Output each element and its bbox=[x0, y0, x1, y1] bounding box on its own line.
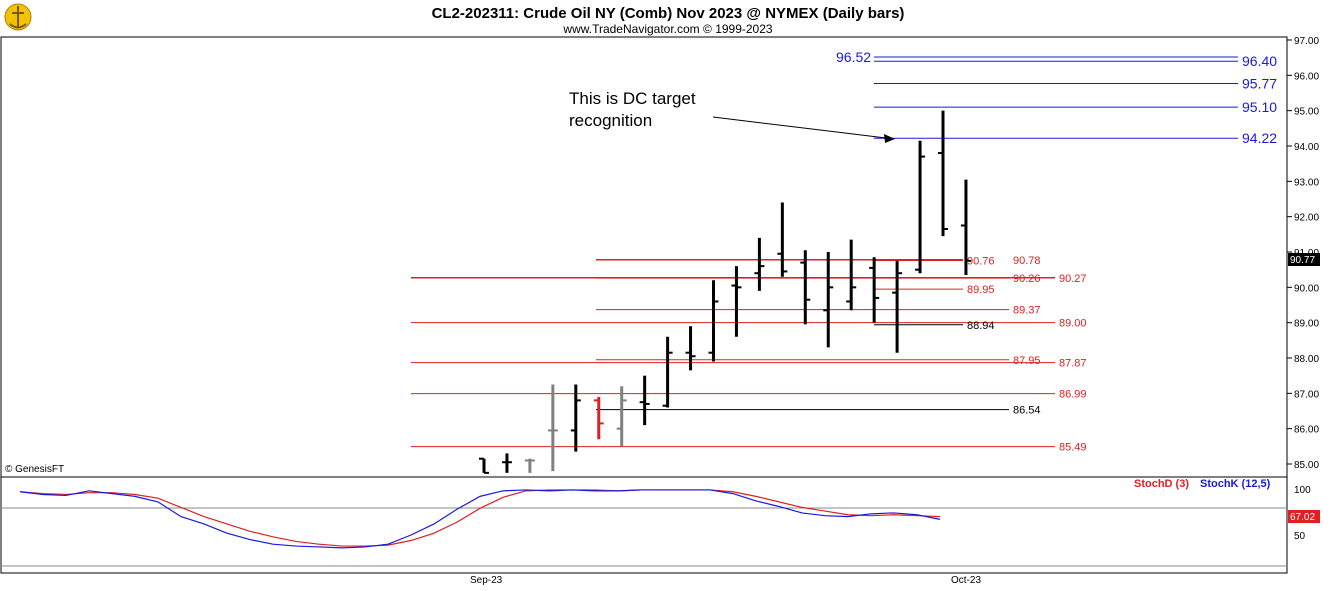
chart-subtitle: www.TradeNavigator.com © 1999-2023 bbox=[562, 22, 772, 36]
y-tick-label: 87.00 bbox=[1294, 389, 1319, 400]
blue-level-label: 96.52 bbox=[836, 49, 871, 65]
stoch-y-tick-label: 100 bbox=[1294, 485, 1311, 496]
ohlc-bar bbox=[938, 110, 948, 237]
ohlc-bar bbox=[616, 386, 627, 447]
y-tick-label: 97.00 bbox=[1294, 36, 1319, 47]
stoch-value: 67.02 bbox=[1290, 512, 1315, 523]
ohlc-bar bbox=[915, 140, 926, 274]
ohlc-bar bbox=[960, 179, 971, 275]
stoch-value-tag bbox=[1288, 510, 1320, 523]
y-tick-label: 85.00 bbox=[1294, 460, 1319, 471]
ohlc-bar bbox=[754, 237, 765, 291]
ohlc-bar bbox=[593, 396, 604, 440]
annotation-line1: This is DC target bbox=[569, 89, 696, 108]
stoch-y-tick-label: 50 bbox=[1294, 531, 1306, 542]
black-level-label: 86.54 bbox=[1013, 405, 1041, 417]
ohlc-bar bbox=[846, 239, 857, 311]
ohlc-bar bbox=[708, 280, 719, 362]
watermark: © GenesisFT bbox=[5, 464, 64, 475]
y-tick-label: 93.00 bbox=[1294, 177, 1319, 188]
ohlc-bar bbox=[892, 260, 903, 353]
red-level-label: 90.76 bbox=[967, 255, 995, 267]
annotation-line2: recognition bbox=[569, 111, 652, 130]
blue-level-label: 96.40 bbox=[1242, 53, 1277, 69]
ohlc-bar bbox=[869, 257, 880, 323]
legend-stochk: StochK (12,5) bbox=[1200, 478, 1271, 490]
red-level-label: 89.95 bbox=[967, 284, 995, 296]
ohlc-bar bbox=[685, 326, 696, 371]
last-price-value: 90.77 bbox=[1290, 255, 1315, 266]
y-tick-label: 94.00 bbox=[1294, 142, 1319, 153]
y-tick-label: 95.00 bbox=[1294, 107, 1319, 118]
last-price-tag bbox=[1288, 253, 1320, 266]
ohlc-bar bbox=[777, 202, 788, 277]
red-level-label: 89.00 bbox=[1059, 318, 1087, 330]
annotation-arrowhead bbox=[884, 134, 895, 143]
ohlc-bar bbox=[547, 384, 558, 472]
blue-level-label: 94.22 bbox=[1242, 130, 1277, 146]
red-level-label: 85.49 bbox=[1059, 442, 1087, 454]
genesis-logo-icon bbox=[4, 3, 32, 31]
ohlc-bar bbox=[479, 457, 489, 474]
red-level-label: 90.26 bbox=[1013, 273, 1041, 285]
y-tick-label: 92.00 bbox=[1294, 213, 1319, 224]
annotation-arrow bbox=[712, 116, 887, 139]
y-tick-label: 86.00 bbox=[1294, 425, 1319, 436]
legend-stochd: StochD (3) bbox=[1134, 478, 1189, 490]
blue-level-label: 95.77 bbox=[1242, 75, 1277, 91]
red-level-label: 87.87 bbox=[1059, 358, 1087, 370]
stoch-pane bbox=[0, 476, 1288, 574]
y-tick-label: 96.00 bbox=[1294, 71, 1319, 82]
ohlc-bar bbox=[731, 266, 742, 337]
chart-title: CL2-202311: Crude Oil NY (Comb) Nov 2023… bbox=[432, 5, 905, 22]
red-level-label: 90.27 bbox=[1059, 273, 1087, 285]
ohlc-bar bbox=[662, 336, 673, 408]
stochk-line bbox=[19, 489, 941, 549]
ohlc-bar bbox=[800, 250, 811, 325]
stochd-line bbox=[19, 489, 941, 547]
red-level-label: 87.95 bbox=[1013, 355, 1041, 367]
ohlc-bar bbox=[823, 252, 834, 348]
ohlc-bar bbox=[639, 375, 650, 426]
x-label-oct: Oct-23 bbox=[951, 575, 981, 586]
x-label-sep: Sep-23 bbox=[470, 575, 503, 586]
ohlc-bar bbox=[570, 384, 581, 452]
y-tick-label: 90.00 bbox=[1294, 283, 1319, 294]
red-level-label: 86.99 bbox=[1059, 389, 1087, 401]
ohlc-bar bbox=[524, 458, 535, 473]
red-level-label: 89.37 bbox=[1013, 305, 1041, 317]
blue-level-label: 95.10 bbox=[1242, 99, 1277, 115]
ohlc-bar bbox=[501, 453, 512, 473]
y-tick-label: 88.00 bbox=[1294, 354, 1319, 365]
black-level-label: 88.94 bbox=[967, 320, 995, 332]
red-level-label: 90.78 bbox=[1013, 255, 1041, 267]
y-tick-label: 89.00 bbox=[1294, 319, 1319, 330]
